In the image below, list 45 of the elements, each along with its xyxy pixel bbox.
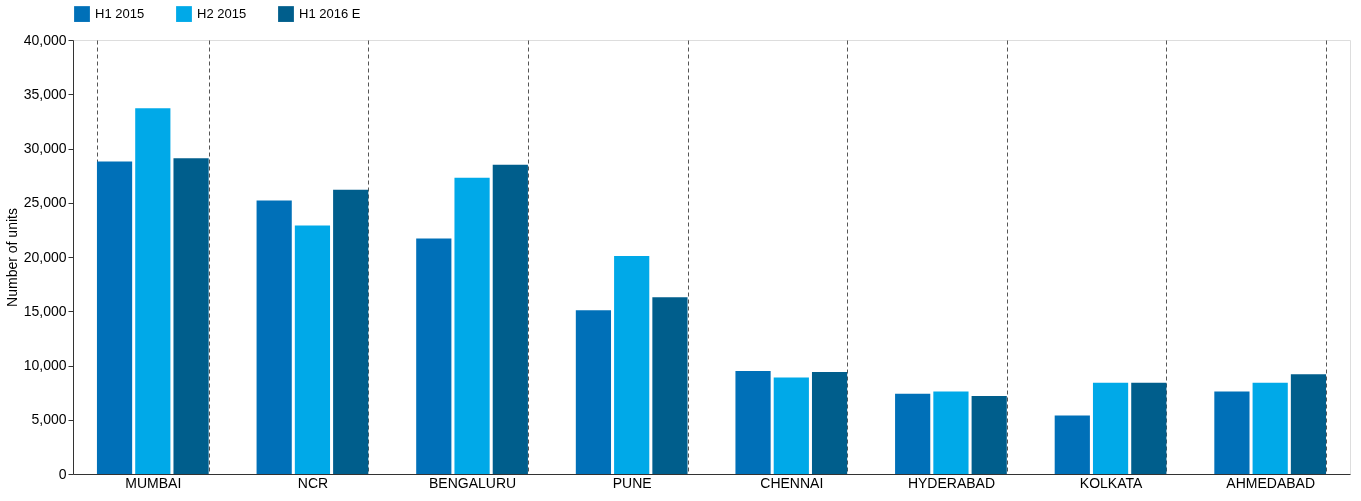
y-tick-label: 25,000 [23,194,67,211]
legend-label: H1 2015 [95,6,145,22]
bar [811,372,848,474]
x-tick-label: KOLKATA [1079,474,1143,491]
bar [1252,382,1288,474]
bar [1214,391,1250,474]
y-axis-title: Number of units [3,208,20,307]
bar [1131,382,1167,474]
y-tick-label: 20,000 [23,248,67,265]
legend-label: H1 2016 E [299,6,361,22]
bar [1054,415,1090,474]
legend-label: H2 2015 [197,6,247,22]
y-tick-label: 40,000 [23,31,67,48]
bar [895,393,931,474]
y-tick-label: 10,000 [23,357,67,373]
y-tick-label: 0 [58,465,67,482]
y-tick-label: 15,000 [23,302,67,319]
x-tick-label: AHMEDABAD [1226,474,1316,491]
bar [575,310,612,474]
y-tick-label: 5,000 [31,411,67,428]
bar [735,370,771,474]
x-tick-label: PUNE [612,474,652,491]
bar [333,189,369,474]
bar [1092,382,1129,474]
bar [652,297,688,474]
bar [971,395,1007,474]
bar [416,238,452,474]
bar [1290,374,1327,474]
bar [773,377,809,474]
bar [454,177,490,474]
bar [135,108,171,474]
x-tick-label: MUMBAI [125,474,182,491]
x-tick-label: CHENNAI [760,474,824,491]
y-tick-label: 30,000 [23,140,67,156]
bar [256,200,292,474]
x-tick-label: HYDERABAD [907,474,996,491]
x-tick-label: NCR [297,474,329,491]
y-tick-label: 35,000 [23,85,67,102]
bar [96,161,133,474]
x-tick-label: BENGALURU [428,474,517,491]
bar [294,225,331,474]
bar [933,391,969,474]
bar [173,158,209,474]
bar [492,164,528,474]
bar [614,255,650,474]
